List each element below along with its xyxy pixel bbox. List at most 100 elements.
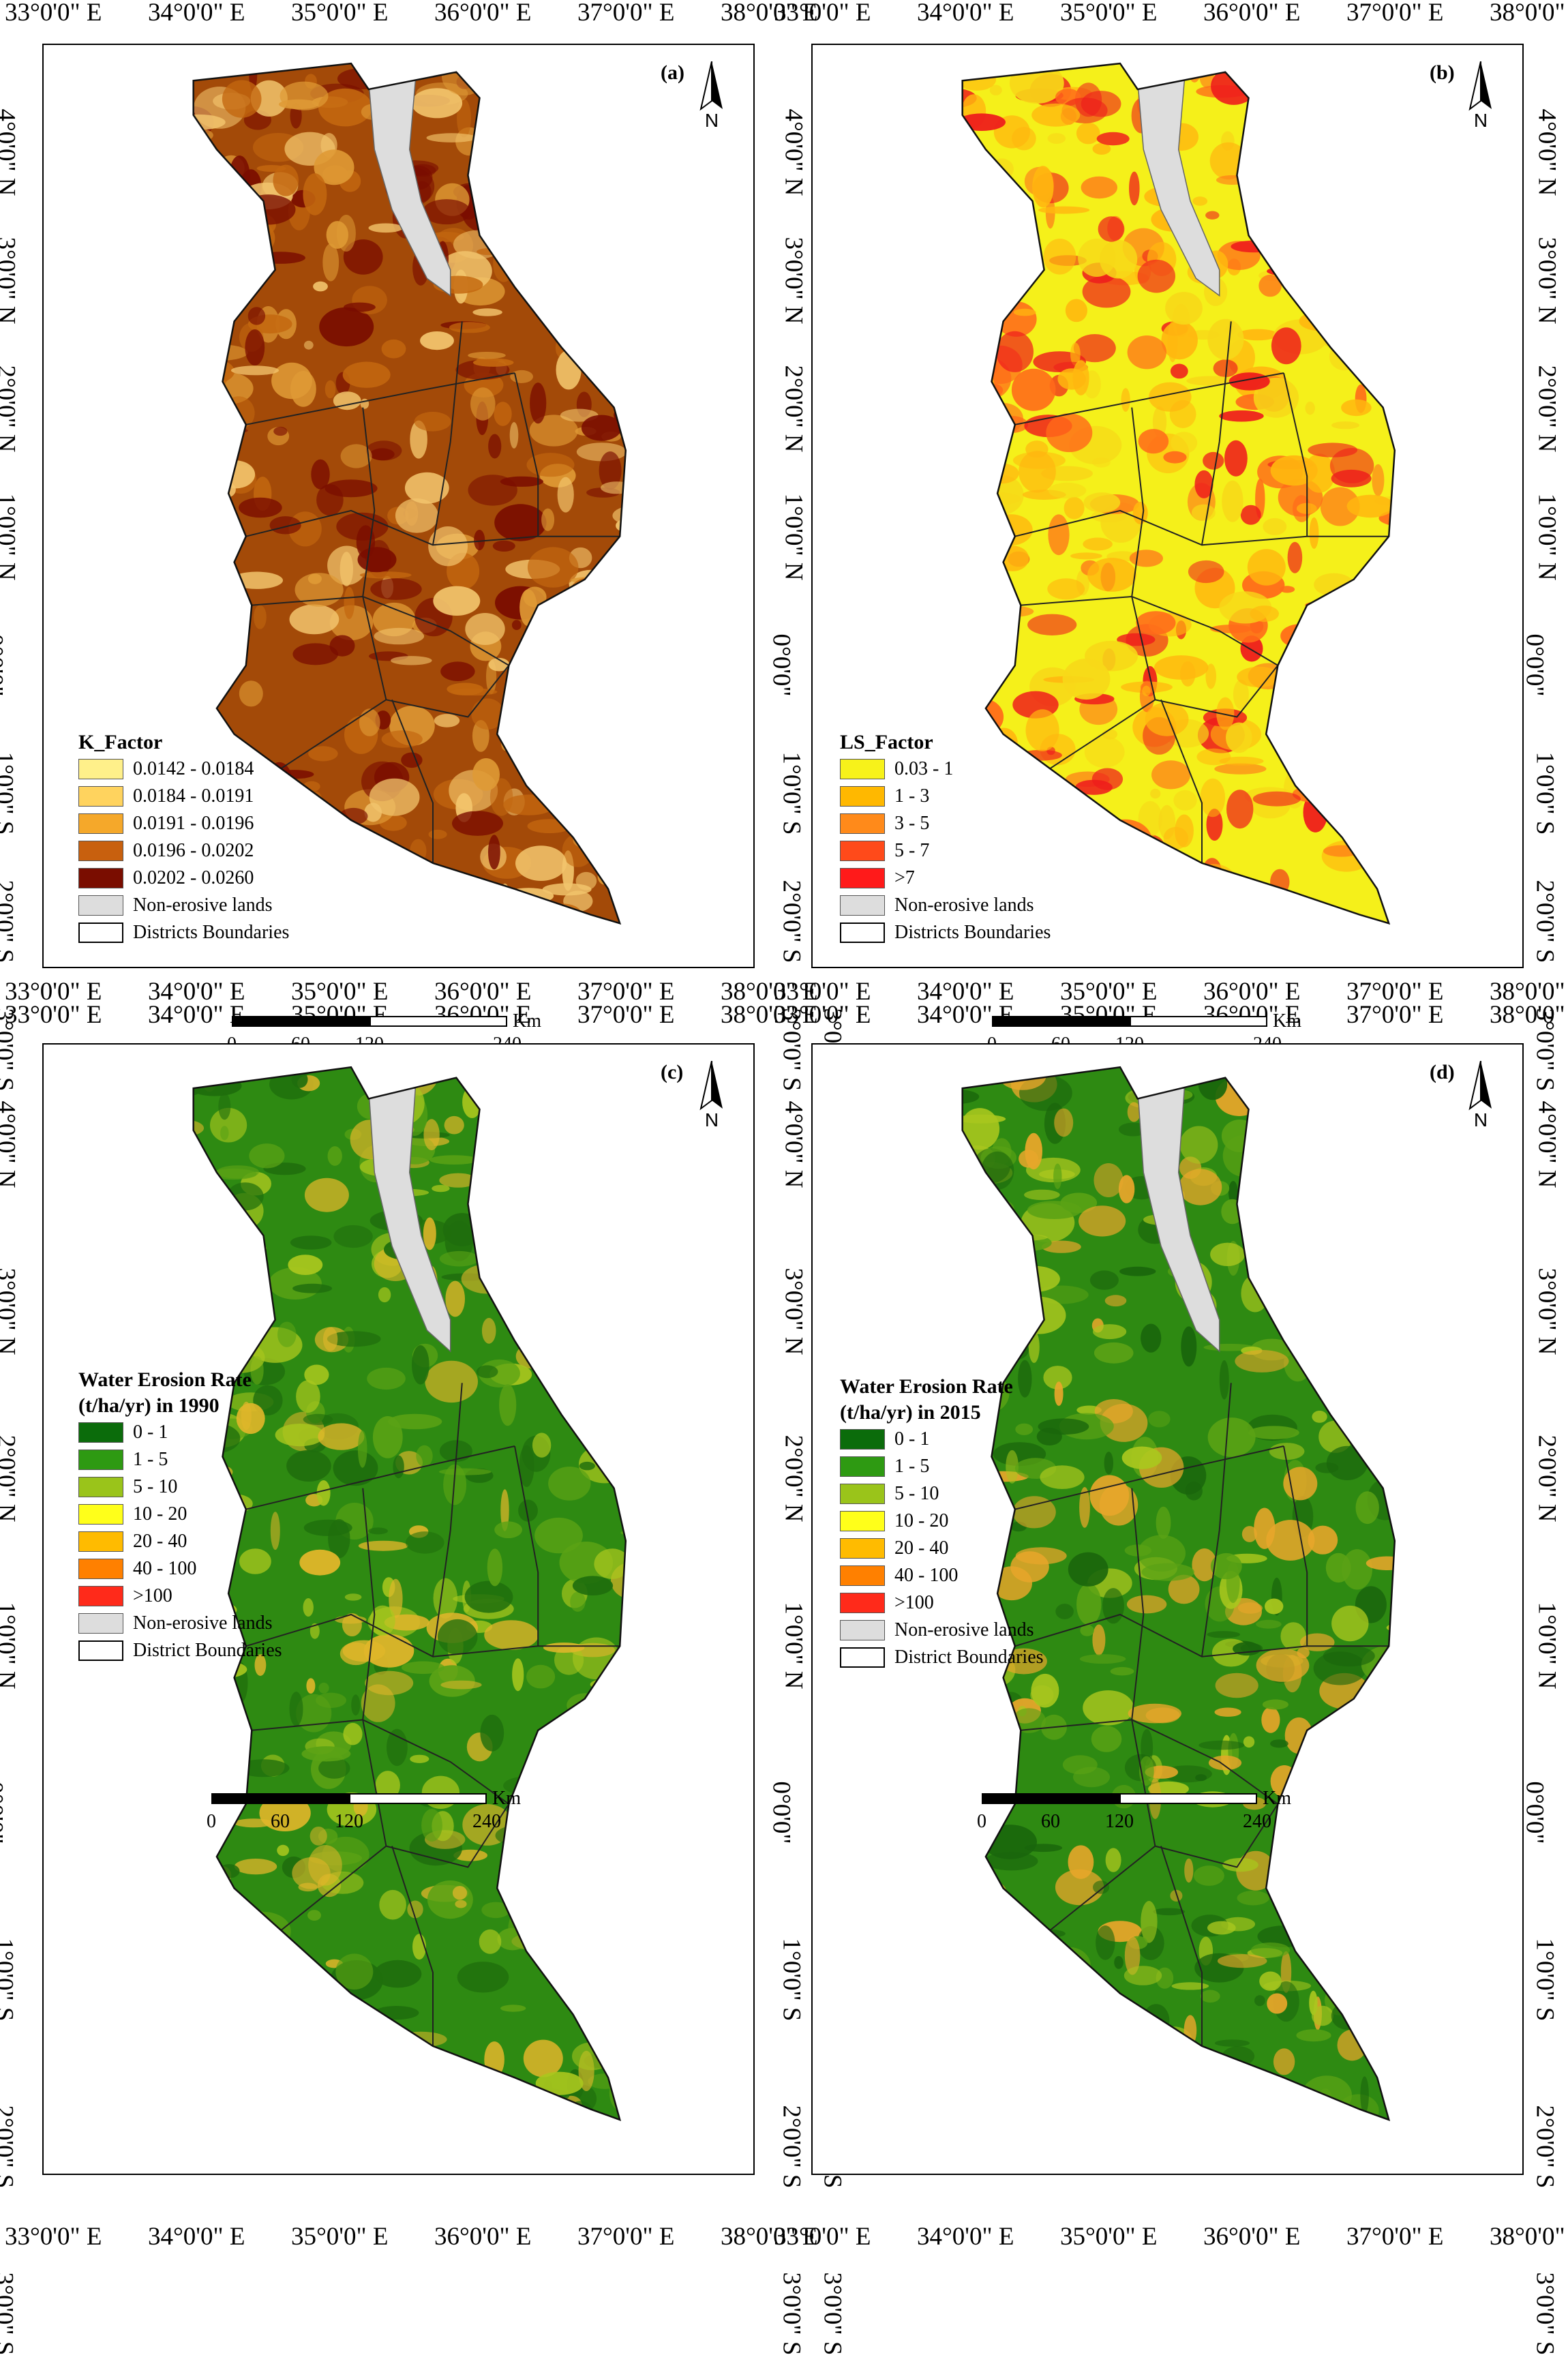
district-boundary [1021,595,1278,666]
legend-label: 5 - 10 [133,1476,178,1497]
legend-item: 0.0191 - 0.0196 [78,810,289,837]
lat-label: 3°0'0" N [0,237,20,324]
mid-lower-lon-label: 37°0'0" E [577,1001,675,1029]
legend-swatch [78,786,123,807]
lat-label: 2°0'0" S [0,880,18,963]
district-boundary [1131,1488,1156,1846]
lat-label: 4°0'0" N [779,1100,808,1188]
region-outline [961,1066,1396,2121]
district-boundary [391,1846,434,2046]
lat-label: 4°0'0" N [0,1100,20,1188]
mid-upper-lon-label: 35°0'0" E [291,978,389,1006]
mid-upper-lon-label: 38°0'0" E [1490,978,1568,1006]
legend-label: 40 - 100 [894,1565,959,1586]
legend-title: Water Erosion Rate [840,1375,1013,1398]
bottom-lon-label: 37°0'0" E [1346,2223,1444,2251]
legend-swatch [840,1456,885,1477]
district-boundary [432,321,463,545]
district-boundary [252,595,509,666]
district-boundary [280,665,510,770]
top-lon-label: 38°0'0" E [1490,0,1568,27]
legend-label: 0.03 - 1 [894,758,954,779]
scale-bar-white [1119,1793,1257,1804]
lat-label: 2°0'0" S [777,2105,806,2189]
legend-swatch [840,1538,885,1559]
legend-label: 10 - 20 [133,1503,187,1525]
legend-item: Non-erosive lands [78,1610,282,1637]
legend-label: 0.0191 - 0.0196 [133,813,254,834]
legend-item: 0 - 1 [840,1426,1044,1453]
district-boundary [362,407,387,700]
scale-tick: 240 [472,1811,501,1832]
legend-swatch [78,1613,123,1634]
scale-tick: 0 [977,1811,986,1832]
top-lon-label: 34°0'0" E [917,0,1014,27]
legend-label: 3 - 5 [894,813,930,834]
legend-title: K_Factor [78,731,163,753]
bottom-lon-label: 35°0'0" E [1060,2223,1158,2251]
legend-swatch [78,1586,123,1606]
lat-label: 2°0'0" N [0,365,20,452]
legend-item: 0.0202 - 0.0260 [78,865,289,892]
legend-swatch [78,1504,123,1525]
legend-swatch [840,1647,885,1668]
legend-swatch [78,1422,123,1443]
scale-unit: Km [492,1788,521,1809]
lat-label: 2°0'0" N [1533,1435,1561,1522]
lat-label: 1°0'0" N [779,493,808,581]
legend-label: 20 - 40 [894,1537,949,1559]
legend-label: 0.0196 - 0.0202 [133,840,254,861]
lat-label: 3°0'0" N [0,1268,20,1355]
lat-label: 2°0'0" N [1533,365,1561,453]
top-lon-label: 36°0'0" E [434,0,532,27]
north-arrow-icon: N [691,61,732,131]
bottom-lon-label: 37°0'0" E [577,2223,675,2251]
legend-label: District Boundaries [133,1640,282,1661]
svg-text:N: N [1474,110,1488,130]
scale-tick: 240 [1243,1811,1271,1832]
legend-swatch [840,1593,885,1613]
legend-item: 40 - 100 [78,1555,282,1582]
scale-bar-black [992,1016,1130,1027]
legend-item: 1 - 3 [840,783,1051,810]
legend-swatch [840,1511,885,1531]
district-boundary [1283,372,1308,537]
legend-swatch [840,1484,885,1504]
legend-swatch [78,1531,123,1552]
district-boundary [1014,1445,1284,1510]
legend: Water Erosion Rate (t/ha/yr) in 2015 0 - 1… [840,1374,1044,1671]
district-boundary [514,1445,539,1647]
lat-label: 1°0'0" N [0,493,20,580]
scale-unit: Km [513,1010,541,1032]
mid-upper-lon-label: 34°0'0" E [917,978,1014,1006]
mid-lower-lon-label: 33°0'0" E [774,1001,871,1029]
lat-label: 3°0'0" N [779,237,808,325]
lat-label: 2°0'0" N [779,365,808,453]
district-boundary [1014,372,1284,425]
lake-non-erosive [1136,80,1220,297]
legend-item: 0.0184 - 0.0191 [78,783,289,810]
legend-item: Non-erosive lands [78,892,289,919]
mid-upper-lon-label: 36°0'0" E [1203,978,1301,1006]
lat-label: 2°0'0" S [0,2105,18,2189]
legend-title: Water Erosion Rate [78,1368,252,1391]
legend-label: >100 [133,1585,172,1606]
legend-label: 1 - 5 [894,1456,930,1477]
legend-item: 0.03 - 1 [840,755,1051,783]
legend-label: 0 - 1 [133,1422,168,1443]
lat-label: 2°0'0" S [777,880,806,963]
lat-label: 0°0'0" [1520,633,1549,697]
lat-label: 1°0'0" S [777,751,806,835]
legend-swatch [78,813,123,834]
legend-label: Districts Boundaries [894,922,1051,943]
legend-item: 0.0142 - 0.0184 [78,755,289,783]
lat-label: 2°0'0" N [779,1435,808,1522]
lat-label: 0°0'0" [767,1781,796,1844]
north-arrow-icon: N [1460,61,1501,131]
lat-label: 4°0'0" N [779,108,808,196]
legend-item: 40 - 100 [840,1562,1044,1589]
lat-label: 0°0'0" [0,633,8,697]
lat-label: 0°0'0" [767,633,796,697]
legend-item: 20 - 40 [840,1535,1044,1562]
north-arrow-icon: N [691,1060,732,1130]
